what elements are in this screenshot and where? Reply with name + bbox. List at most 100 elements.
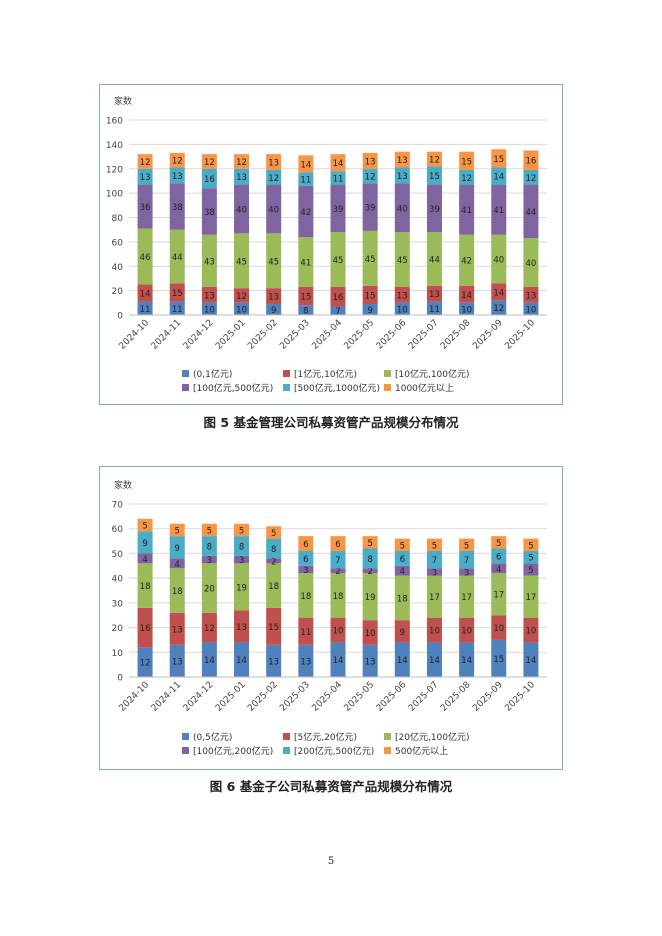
data-label: 13 — [365, 657, 376, 667]
bar-segment — [523, 575, 539, 618]
bar-segment — [169, 568, 185, 613]
data-label: 14 — [236, 656, 247, 666]
bar-segment — [459, 617, 475, 643]
bar-segment — [330, 232, 346, 287]
data-label: 16 — [140, 624, 151, 634]
x-tick-label: 2024-11 — [150, 680, 184, 714]
legend-swatch — [182, 384, 189, 391]
bar-segment — [523, 563, 539, 576]
data-label: 45 — [365, 255, 376, 265]
bar-segment — [426, 642, 442, 677]
data-label: 15 — [300, 293, 311, 303]
bar-segment — [169, 612, 185, 645]
data-label: 5 — [464, 541, 469, 551]
y-tick-label: 20 — [112, 624, 124, 634]
data-label: 13 — [172, 625, 183, 635]
data-label: 14 — [461, 291, 472, 301]
bar-segment — [201, 642, 217, 677]
y-tick-label: 60 — [112, 238, 124, 248]
data-label: 45 — [236, 257, 247, 267]
data-label: 38 — [172, 203, 183, 213]
data-label: 15 — [461, 157, 472, 167]
data-label: 11 — [333, 174, 344, 184]
data-label: 12 — [236, 158, 247, 168]
x-tick-label: 2025-05 — [343, 318, 377, 352]
bar-segment — [523, 169, 539, 185]
bar-segment — [459, 151, 475, 170]
y-axis-label: 家数 — [114, 95, 132, 107]
data-label: 2 — [367, 567, 372, 577]
legend-swatch — [182, 733, 189, 740]
bar-segment — [169, 558, 185, 569]
legend-label: [100亿元,500亿元) — [193, 382, 273, 394]
data-label: 13 — [172, 172, 183, 182]
legend-swatch — [283, 370, 290, 377]
data-label: 11 — [300, 176, 311, 186]
data-label: 12 — [204, 158, 215, 168]
bar-segment — [137, 647, 153, 677]
data-label: 5 — [175, 526, 180, 536]
legend-swatch — [384, 384, 391, 391]
data-label: 17 — [493, 591, 504, 601]
data-label: 3 — [239, 556, 244, 566]
y-tick-label: 100 — [106, 190, 123, 200]
bar-segment — [362, 568, 378, 574]
chart-6: 家数 0 10 20 30 40 50 60 70 12 16 18 4 9 5 2024-10 13 13 18 4… — [99, 466, 563, 770]
data-label: 7 — [335, 307, 340, 317]
legend-swatch — [283, 747, 290, 754]
y-tick-label: 40 — [112, 263, 124, 273]
x-tick-label: 2025-06 — [375, 680, 409, 714]
x-tick-label: 2024-12 — [182, 680, 216, 714]
data-label: 15 — [268, 623, 279, 633]
bar-segment — [394, 286, 410, 303]
bar-segment — [459, 169, 475, 185]
data-label: 13 — [526, 291, 537, 301]
data-label: 5 — [496, 539, 501, 549]
data-label: 10 — [461, 627, 472, 637]
data-label: 39 — [333, 205, 344, 215]
bar-segment — [137, 301, 153, 315]
bar-segment — [298, 565, 314, 574]
bar-segment — [169, 167, 185, 184]
legend-swatch — [283, 733, 290, 740]
bar-segment — [394, 302, 410, 315]
x-tick-label: 2025-09 — [471, 680, 505, 714]
data-label: 10 — [429, 627, 440, 637]
legend-swatch — [384, 370, 391, 377]
bar-segment — [394, 550, 410, 566]
data-label: 10 — [493, 624, 504, 634]
data-label: 8 — [239, 543, 244, 553]
y-tick-label: 30 — [112, 599, 124, 609]
data-label: 13 — [140, 173, 151, 183]
bar-segment — [426, 575, 442, 618]
bar-segment — [137, 284, 153, 302]
bar-segment — [234, 184, 250, 234]
bar-segment — [137, 531, 153, 554]
bar-segment — [362, 536, 378, 549]
legend-label: [100亿元,200亿元) — [193, 745, 273, 757]
data-label: 8 — [303, 307, 308, 317]
data-label: 16 — [204, 175, 215, 185]
bar-segment — [201, 188, 217, 235]
data-label: 12 — [493, 304, 504, 314]
bar-segment — [362, 152, 378, 169]
data-label: 6 — [400, 555, 405, 565]
data-label: 18 — [172, 587, 183, 597]
bar-segment — [266, 526, 282, 539]
data-label: 13 — [268, 159, 279, 169]
data-label: 5 — [367, 539, 372, 549]
bar-segment — [169, 523, 185, 537]
page-number: 5 — [327, 856, 335, 867]
data-label: 12 — [140, 659, 151, 669]
data-label: 12 — [172, 157, 183, 167]
bar-segment — [523, 538, 539, 551]
bar-segment — [169, 183, 185, 230]
x-tick-label: 2025-06 — [375, 318, 409, 352]
data-label: 11 — [140, 305, 151, 315]
bar-segment — [201, 302, 217, 315]
data-label: 8 — [271, 545, 276, 555]
data-label: 3 — [464, 568, 469, 578]
bar-segment — [426, 232, 442, 286]
data-label: 5 — [207, 526, 212, 536]
bar-segment — [298, 286, 314, 306]
